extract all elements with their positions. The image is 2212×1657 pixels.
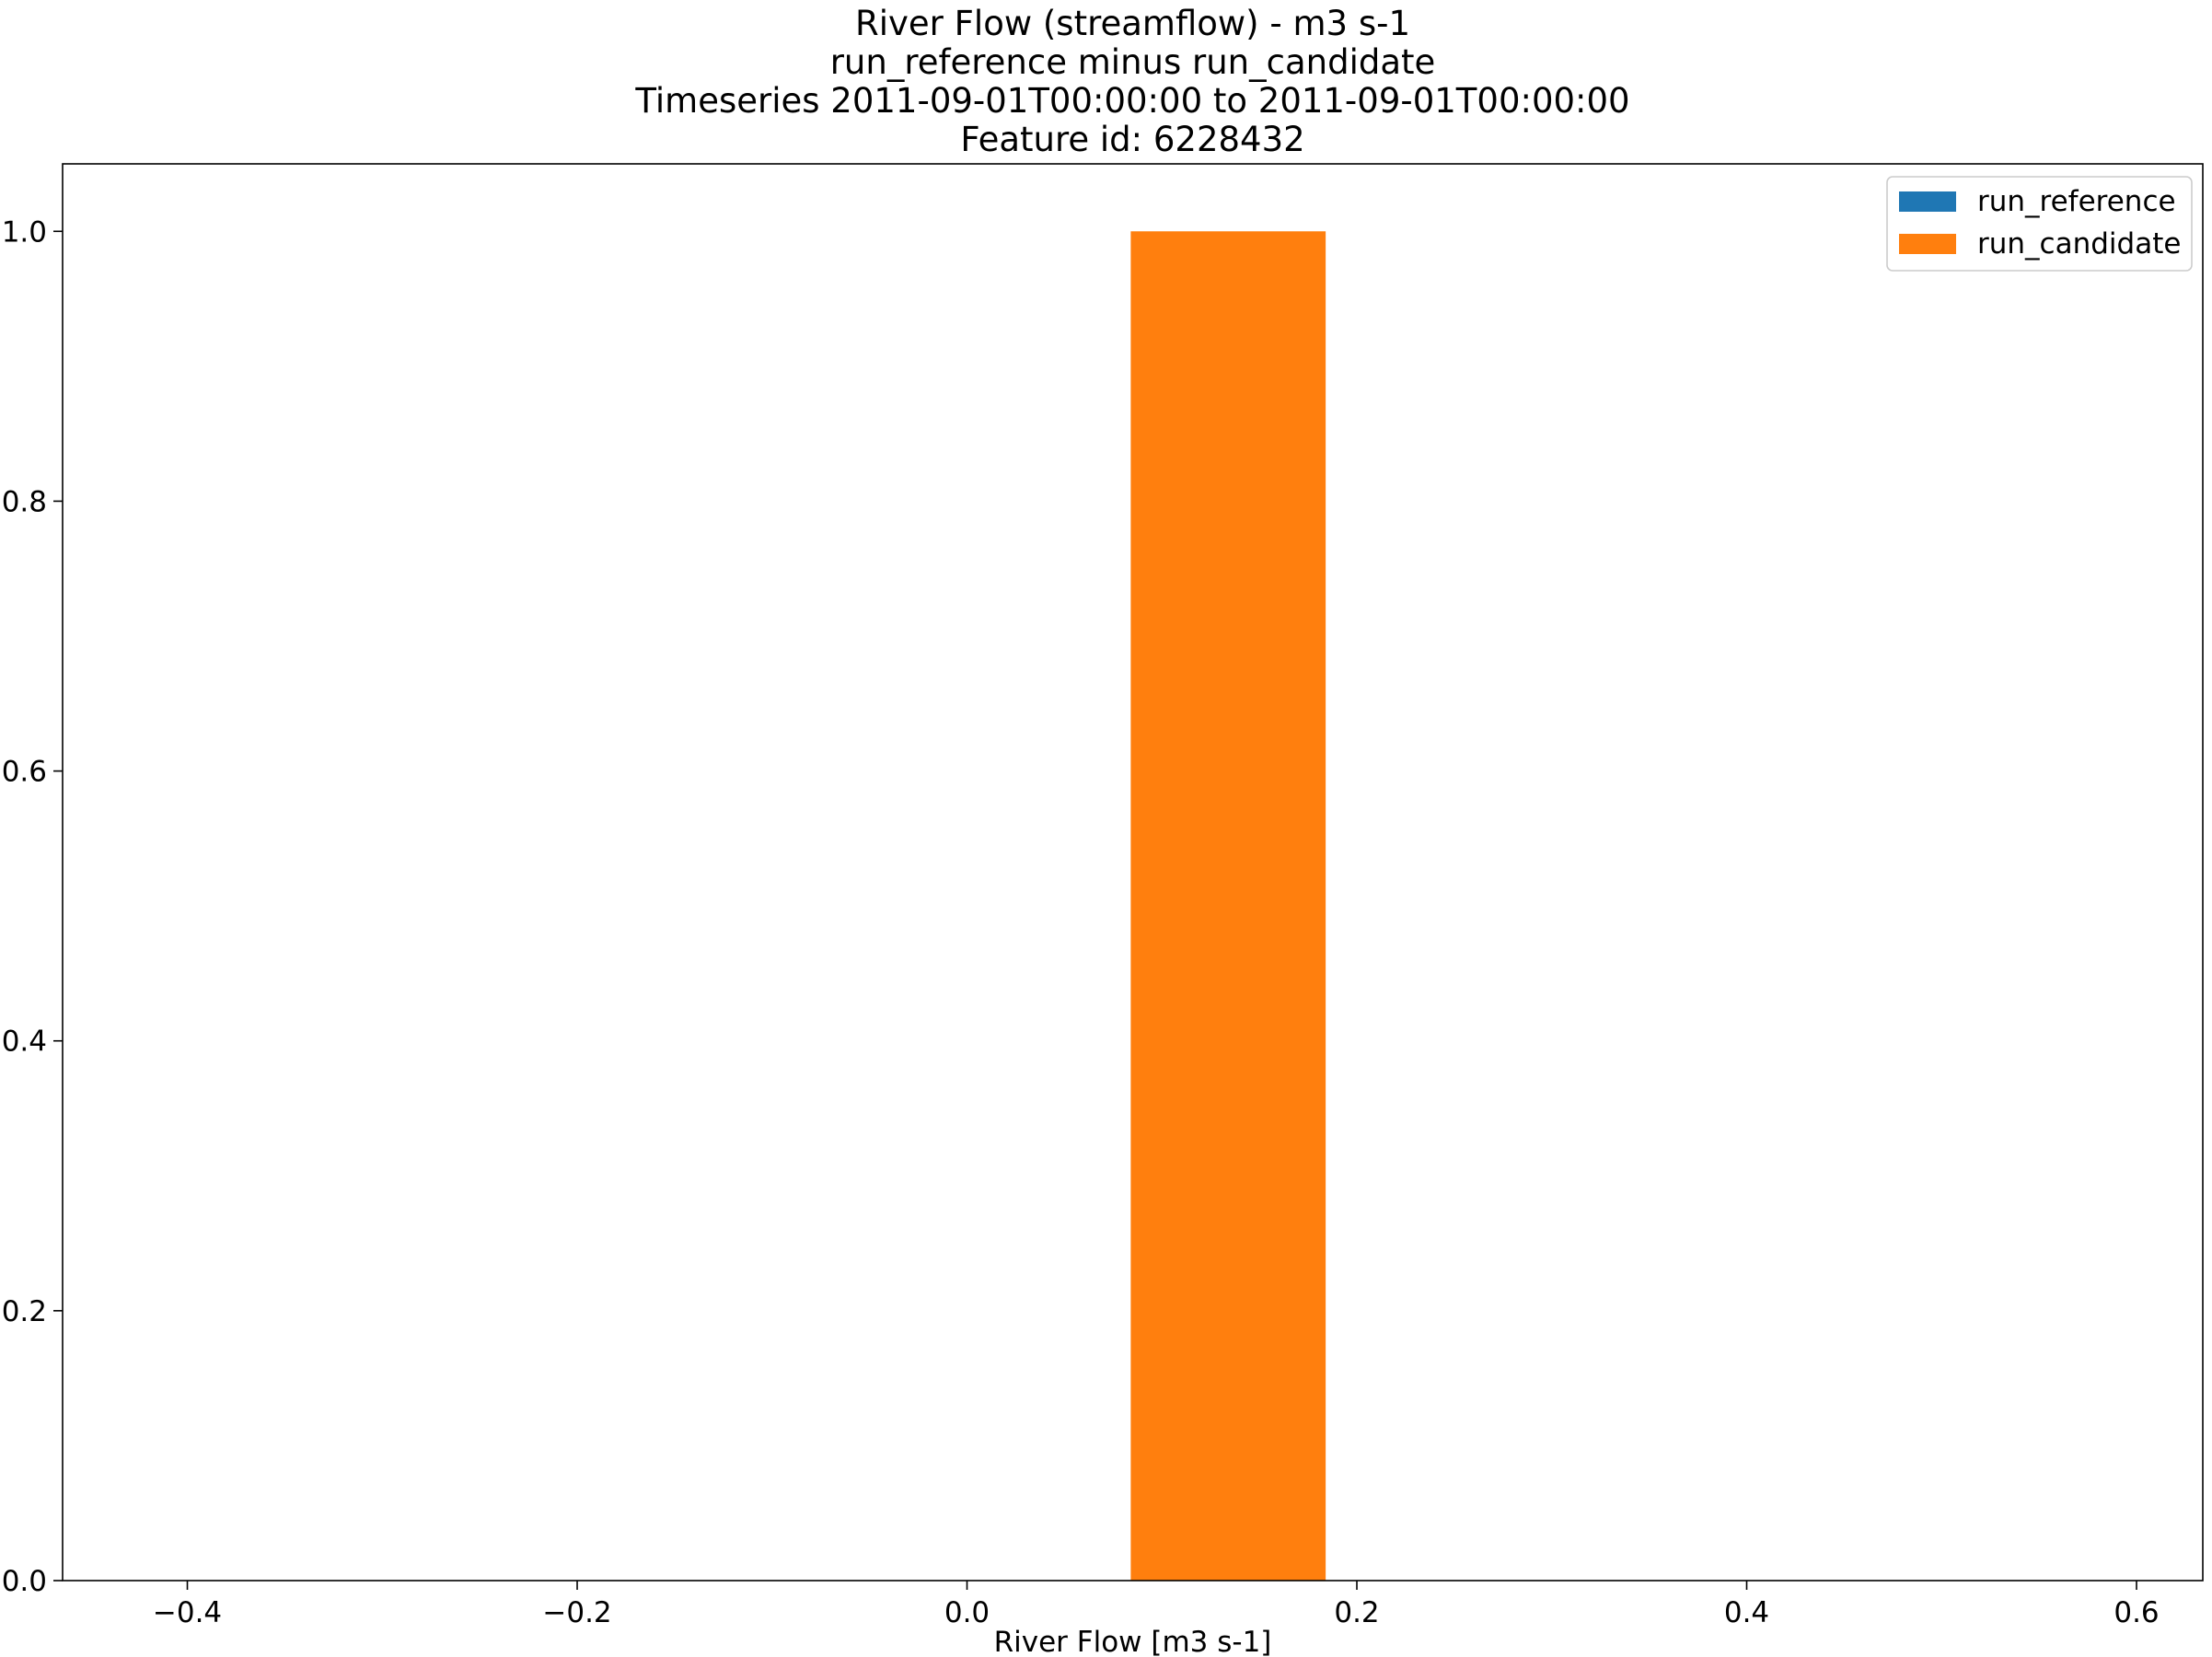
x-tick-label: −0.2: [542, 1596, 611, 1629]
histogram-bar: [1130, 231, 1326, 1581]
legend: run_reference run_candidate: [1886, 176, 2193, 272]
x-axis-ticks: −0.4 −0.2 0.0 0.2 0.4 0.6: [153, 1581, 2160, 1629]
y-tick-label: 0.6: [2, 756, 47, 789]
y-tick-label: 0.4: [2, 1025, 47, 1059]
chart-title-line: Feature id: 6228432: [960, 120, 1304, 159]
bars: [1130, 231, 1326, 1581]
y-axis-ticks: 0.0 0.2 0.4 0.6 0.8 1.0: [2, 215, 63, 1598]
legend-label: run_reference: [1977, 185, 2176, 218]
y-tick-label: 0.8: [2, 485, 47, 518]
y-tick-label: 0.2: [2, 1295, 47, 1328]
chart-title: River Flow (streamflow) - m3 s-1run_refe…: [634, 4, 1629, 159]
legend-box: [1886, 176, 2193, 272]
x-tick-label: 0.0: [944, 1596, 990, 1629]
y-tick-label: 1.0: [2, 215, 47, 249]
x-tick-label: 0.4: [1724, 1596, 1769, 1629]
chart-title-line: Timeseries 2011-09-01T00:00:00 to 2011-0…: [634, 81, 1629, 121]
x-tick-label: 0.2: [1334, 1596, 1379, 1629]
x-tick-label: −0.4: [153, 1596, 222, 1629]
chart-title-line: run_reference minus run_candidate: [830, 42, 1436, 82]
x-tick-label: 0.6: [2114, 1596, 2159, 1629]
plot-area-frame: [62, 163, 2204, 1582]
y-tick-label: 0.0: [2, 1565, 47, 1598]
x-axis-label: River Flow [m3 s-1]: [994, 1626, 1272, 1657]
legend-swatch: [1899, 191, 1956, 212]
legend-label: run_candidate: [1977, 227, 2181, 261]
chart-title-line: River Flow (streamflow) - m3 s-1: [855, 4, 1410, 43]
legend-swatch: [1899, 234, 1956, 254]
